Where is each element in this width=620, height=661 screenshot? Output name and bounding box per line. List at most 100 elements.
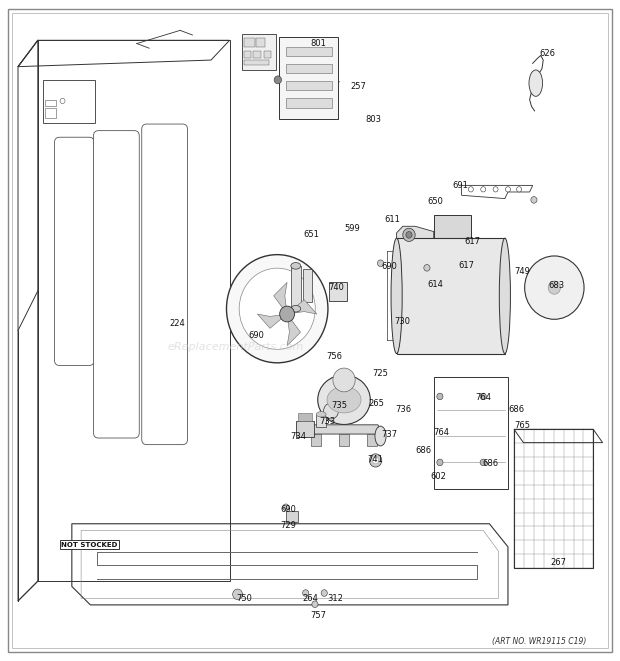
Circle shape xyxy=(531,196,537,203)
Circle shape xyxy=(333,368,355,392)
FancyBboxPatch shape xyxy=(94,131,140,438)
Circle shape xyxy=(232,589,242,600)
Bar xyxy=(298,413,312,421)
Bar xyxy=(45,100,56,106)
Bar xyxy=(339,434,349,446)
Bar xyxy=(286,81,332,91)
Text: 611: 611 xyxy=(384,215,400,224)
Circle shape xyxy=(274,76,281,84)
Text: 730: 730 xyxy=(395,317,410,327)
Circle shape xyxy=(303,590,309,596)
Text: 737: 737 xyxy=(381,430,397,439)
Polygon shape xyxy=(287,299,317,314)
Text: 265: 265 xyxy=(369,399,384,408)
Bar xyxy=(244,52,251,58)
Text: 803: 803 xyxy=(366,115,382,124)
Text: 267: 267 xyxy=(550,558,566,567)
Bar xyxy=(244,38,255,47)
Text: 764: 764 xyxy=(434,428,450,437)
Bar xyxy=(434,215,471,241)
Ellipse shape xyxy=(499,238,510,354)
Circle shape xyxy=(505,186,510,192)
Ellipse shape xyxy=(327,387,361,413)
Text: 224: 224 xyxy=(170,319,185,329)
Text: 691: 691 xyxy=(452,181,468,190)
Circle shape xyxy=(226,254,328,363)
Circle shape xyxy=(324,403,339,419)
Circle shape xyxy=(516,186,521,192)
Bar xyxy=(286,47,332,56)
Bar xyxy=(256,38,265,47)
Ellipse shape xyxy=(391,238,402,354)
Text: 757: 757 xyxy=(310,611,326,620)
Bar xyxy=(367,434,377,446)
Circle shape xyxy=(525,256,584,319)
Ellipse shape xyxy=(316,412,326,417)
Text: 686: 686 xyxy=(482,459,498,468)
Text: 690: 690 xyxy=(248,331,264,340)
Circle shape xyxy=(468,186,473,192)
Circle shape xyxy=(424,264,430,271)
Text: 764: 764 xyxy=(475,393,491,403)
Circle shape xyxy=(378,260,384,266)
FancyBboxPatch shape xyxy=(55,137,94,366)
Circle shape xyxy=(403,228,415,241)
Circle shape xyxy=(480,393,486,400)
Bar xyxy=(296,421,314,438)
Text: 264: 264 xyxy=(302,594,318,603)
Text: 690: 690 xyxy=(280,505,296,514)
Text: 690: 690 xyxy=(381,262,397,271)
Text: 614: 614 xyxy=(428,280,443,289)
Bar xyxy=(303,269,312,302)
Text: 741: 741 xyxy=(368,455,383,463)
Text: 733: 733 xyxy=(319,417,335,426)
Text: 683: 683 xyxy=(548,281,564,290)
Ellipse shape xyxy=(291,262,301,269)
Bar xyxy=(45,108,56,118)
Text: 734: 734 xyxy=(290,432,306,440)
Bar xyxy=(286,511,298,522)
Bar xyxy=(291,266,301,309)
Circle shape xyxy=(60,98,65,104)
Circle shape xyxy=(370,454,382,467)
Text: 312: 312 xyxy=(327,594,343,603)
Circle shape xyxy=(493,186,498,192)
Bar xyxy=(329,282,347,301)
Circle shape xyxy=(480,186,485,192)
Bar xyxy=(311,434,321,446)
Text: 765: 765 xyxy=(514,421,530,430)
Text: 626: 626 xyxy=(539,49,555,58)
Text: 750: 750 xyxy=(236,594,252,603)
Text: NOT STOCKED: NOT STOCKED xyxy=(61,542,118,548)
Bar xyxy=(286,98,332,108)
Bar xyxy=(316,414,326,428)
Text: 729: 729 xyxy=(280,521,296,529)
Text: 257: 257 xyxy=(350,82,366,91)
Text: 650: 650 xyxy=(428,198,443,206)
Circle shape xyxy=(480,459,486,466)
Bar xyxy=(279,37,338,120)
Text: 735: 735 xyxy=(332,401,348,410)
Circle shape xyxy=(321,590,327,596)
Bar xyxy=(244,60,268,65)
Text: 686: 686 xyxy=(415,446,432,455)
Text: 801: 801 xyxy=(310,39,326,48)
Polygon shape xyxy=(397,226,434,241)
Text: 617: 617 xyxy=(464,237,480,246)
Text: 651: 651 xyxy=(304,230,320,239)
Ellipse shape xyxy=(375,426,386,446)
Text: 599: 599 xyxy=(344,224,360,233)
FancyBboxPatch shape xyxy=(142,124,187,445)
Polygon shape xyxy=(273,282,287,314)
Bar xyxy=(253,52,260,58)
Text: 602: 602 xyxy=(431,473,446,481)
Text: 740: 740 xyxy=(329,283,345,292)
Ellipse shape xyxy=(529,70,542,97)
Circle shape xyxy=(280,306,294,322)
Circle shape xyxy=(312,601,318,607)
Circle shape xyxy=(283,504,289,510)
Text: eReplacementParts.com: eReplacementParts.com xyxy=(167,342,304,352)
Text: 749: 749 xyxy=(514,266,530,276)
Circle shape xyxy=(548,281,560,294)
Bar xyxy=(397,238,505,354)
